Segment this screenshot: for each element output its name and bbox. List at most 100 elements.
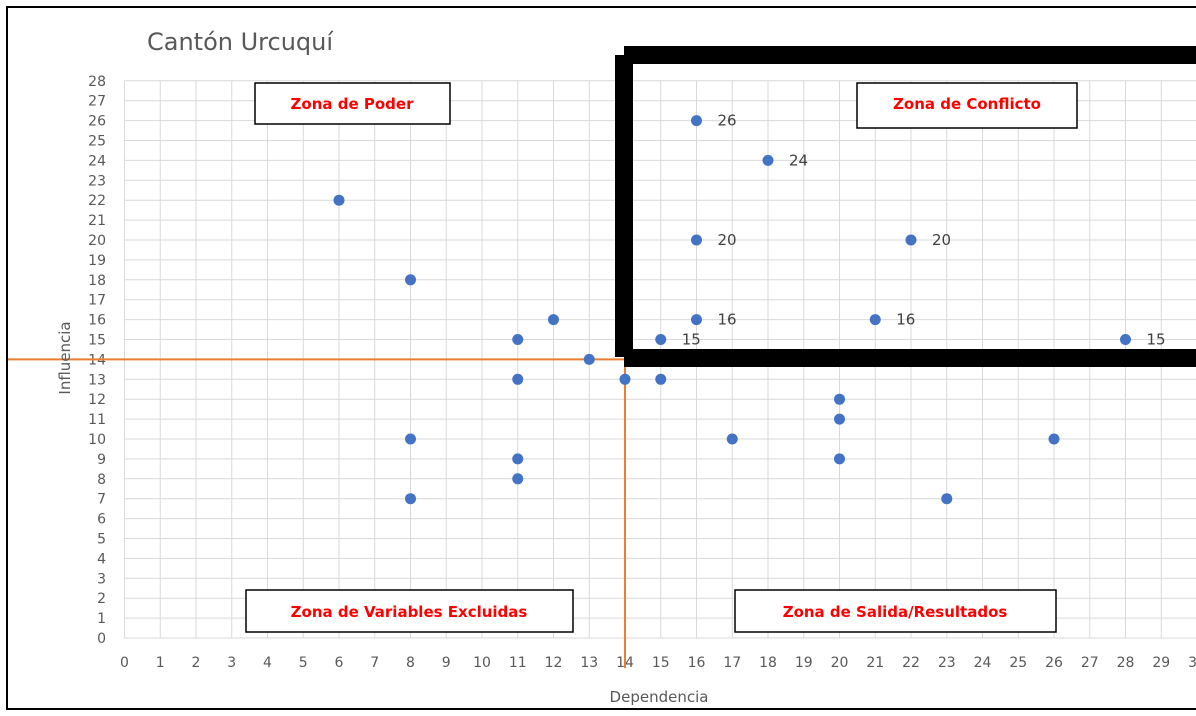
x-tick-label: 16	[688, 655, 706, 671]
y-tick-label: 1	[97, 611, 106, 627]
y-tick-label: 15	[88, 333, 106, 349]
y-tick-label: 18	[88, 273, 106, 289]
y-tick-label: 8	[97, 472, 106, 488]
chart-title: Cantón Urcuquí	[147, 28, 334, 56]
y-tick-label: 4	[97, 551, 106, 567]
x-tick-label: 12	[545, 655, 563, 671]
x-tick-label: 27	[1081, 655, 1099, 671]
data-point	[333, 194, 345, 206]
zone-conflicto-label: Zona de Conflicto	[893, 95, 1041, 113]
data-label: 16	[896, 311, 915, 329]
zone-excluidas-box: Zona de Variables Excluidas	[245, 589, 574, 633]
data-point	[941, 493, 953, 505]
data-label: 26	[718, 112, 737, 130]
data-points	[333, 115, 1131, 505]
x-axis-label: Dependencia	[610, 688, 709, 706]
x-tick-label: 21	[866, 655, 884, 671]
data-point	[405, 493, 416, 505]
x-tick-label: 1	[156, 655, 165, 671]
zone-conflicto-box: Zona de Conflicto	[856, 82, 1078, 129]
data-point	[512, 373, 524, 385]
x-tick-label: 22	[902, 655, 920, 671]
y-tick-label: 17	[88, 293, 106, 309]
y-tick-label: 6	[97, 512, 106, 528]
y-tick-label: 9	[97, 452, 106, 468]
conflict-zone-frame	[615, 46, 1196, 367]
y-tick-label: 28	[88, 74, 106, 90]
data-label: 16	[718, 311, 737, 329]
data-label: 20	[932, 231, 951, 249]
data-point	[619, 373, 631, 385]
x-tick-label: 20	[831, 655, 849, 671]
zone-excluidas-label: Zona de Variables Excluidas	[291, 603, 528, 621]
data-point	[834, 413, 845, 425]
y-tick-label: 12	[88, 392, 106, 408]
zone-poder-box: Zona de Poder	[254, 82, 451, 125]
data-point	[869, 314, 881, 326]
x-tick-label: 13	[580, 655, 598, 671]
data-point	[691, 115, 702, 127]
y-tick-label: 20	[88, 233, 106, 249]
data-point	[548, 314, 559, 326]
data-point	[691, 314, 702, 326]
data-label: 24	[789, 151, 808, 169]
data-point	[1120, 334, 1131, 345]
x-tick-label: 23	[938, 655, 956, 671]
data-label: 15	[682, 331, 701, 349]
x-tick-label: 25	[1009, 655, 1027, 671]
data-point	[512, 453, 524, 465]
y-tick-label: 13	[88, 372, 106, 388]
zone-salida-box: Zona de Salida/Resultados	[734, 589, 1057, 633]
y-tick-label: 27	[88, 94, 106, 110]
x-tick-label: 7	[370, 655, 379, 671]
y-axis-label: Influencia	[56, 321, 74, 394]
data-point	[405, 433, 416, 445]
x-tick-label: 17	[723, 655, 741, 671]
x-tick-label: 3	[227, 655, 236, 671]
x-tick-label: 28	[1117, 655, 1135, 671]
data-point	[834, 453, 845, 465]
data-point	[691, 234, 702, 246]
x-tick-label: 26	[1045, 655, 1063, 671]
x-tick-label: 15	[652, 655, 670, 671]
y-tick-label: 16	[88, 313, 106, 329]
y-tick-labels: 0123456789101112131415161718192021222324…	[88, 74, 106, 647]
y-tick-label: 2	[97, 591, 106, 607]
data-point	[583, 353, 595, 365]
y-tick-label: 22	[88, 193, 106, 209]
data-label: 15	[1147, 331, 1166, 349]
data-point	[512, 334, 524, 345]
data-point	[405, 274, 416, 286]
y-tick-label: 7	[97, 492, 106, 508]
x-tick-label: 9	[442, 655, 451, 671]
y-tick-label: 5	[97, 532, 106, 548]
data-point	[834, 393, 845, 405]
x-tick-label: 5	[299, 655, 308, 671]
x-tick-label: 0	[120, 655, 129, 671]
data-point	[512, 473, 524, 485]
quadrant-dividers	[8, 358, 626, 668]
x-tick-labels: 0123456789101112131415161718192021222324…	[120, 655, 1196, 671]
x-tick-label: 29	[1152, 655, 1170, 671]
y-tick-label: 10	[88, 432, 106, 448]
y-tick-label: 3	[97, 571, 106, 587]
y-tick-label: 25	[88, 134, 106, 150]
x-tick-label: 19	[795, 655, 813, 671]
y-tick-label: 21	[88, 213, 106, 229]
x-tick-label: 2	[192, 655, 201, 671]
y-tick-label: 11	[88, 412, 106, 428]
zone-salida-label: Zona de Salida/Resultados	[783, 603, 1008, 621]
x-tick-label: 11	[509, 655, 527, 671]
x-tick-label: 8	[406, 655, 415, 671]
y-tick-label: 24	[88, 153, 106, 169]
x-tick-label: 10	[473, 655, 491, 671]
x-tick-label: 24	[974, 655, 992, 671]
x-tick-label: 18	[759, 655, 777, 671]
data-labels: 15 26 20 16 24 16 20 15	[682, 112, 1166, 349]
x-tick-label: 30	[1188, 655, 1196, 671]
zone-poder-label: Zona de Poder	[291, 95, 415, 113]
x-tick-label: 4	[263, 655, 272, 671]
x-tick-label: 6	[335, 655, 344, 671]
data-point	[726, 433, 738, 445]
